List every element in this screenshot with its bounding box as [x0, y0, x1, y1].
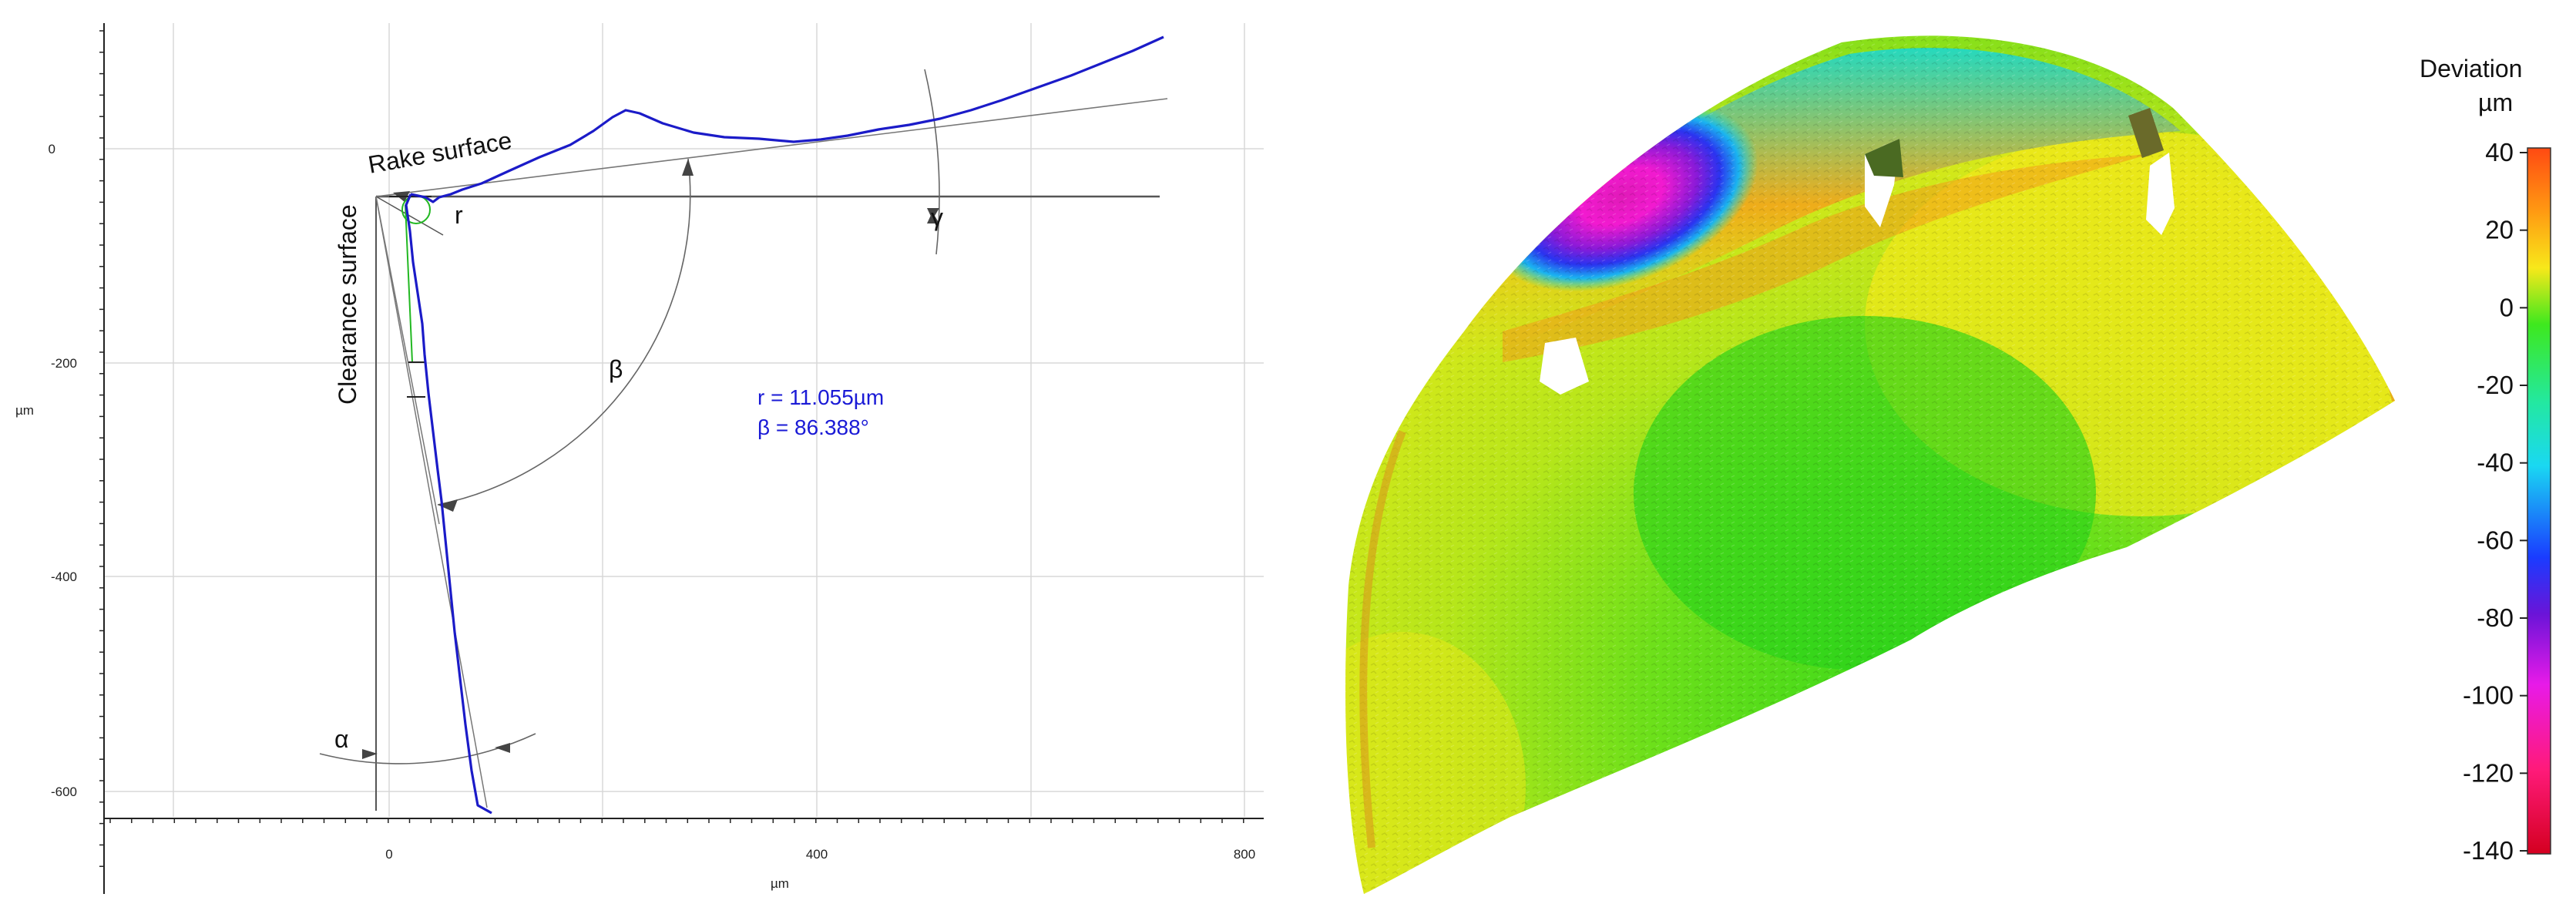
x-tick-label: 800 — [1234, 847, 1255, 862]
plot-axes — [99, 23, 1264, 894]
edge-profile-chart: 0 -200 -400 -600 0 400 800 µm µm — [15, 23, 1264, 894]
x-tick-labels: 0 400 800 — [385, 847, 1255, 862]
plot-grid — [104, 23, 1264, 817]
clearance-surface-label: Clearance surface — [334, 204, 361, 405]
y-tick-label: 0 — [49, 142, 55, 156]
legend-tick-label: -100 — [2463, 681, 2514, 710]
legend-tick-label: -20 — [2477, 371, 2514, 399]
surface-voids — [1540, 108, 2175, 395]
legend-ticks: 40 20 0 -20 -40 -60 -80 -100 -120 -140 — [2463, 138, 2527, 865]
angle-arrowheads — [362, 159, 939, 759]
legend-tick-label: -120 — [2463, 758, 2514, 787]
legend-tick-label: -140 — [2463, 836, 2514, 865]
x-axis-unit: µm — [771, 876, 789, 891]
y-tick-labels: 0 -200 -400 -600 — [49, 142, 77, 799]
y-tick-label: -600 — [51, 785, 77, 799]
y-axis-unit: µm — [15, 403, 34, 418]
legend-tick-label: -60 — [2477, 526, 2514, 554]
legend-tick-label: 20 — [2485, 216, 2514, 244]
x-tick-label: 0 — [385, 847, 392, 862]
reference-lines — [375, 98, 1168, 811]
radius-symbol: r — [455, 201, 463, 229]
x-tick-label: 400 — [806, 847, 828, 862]
beta-symbol: β — [609, 355, 623, 383]
legend-tick-label: 0 — [2500, 293, 2514, 321]
color-scale-bar — [2527, 147, 2551, 855]
legend-tick-label: 40 — [2485, 138, 2514, 166]
deviation-surface-map — [1345, 35, 2395, 895]
edge-radius-value: r = 11.055µm — [757, 385, 884, 409]
legend-title: Deviation — [2420, 55, 2522, 82]
gamma-symbol: γ — [931, 203, 943, 231]
alpha-symbol: α — [334, 725, 349, 753]
beta-arc — [437, 158, 691, 506]
measured-profile-line — [405, 35, 1164, 815]
legend-unit: µm — [2478, 89, 2513, 116]
legend-tick-label: -40 — [2477, 449, 2514, 477]
y-tick-label: -200 — [51, 356, 77, 371]
gamma-arc — [924, 69, 940, 255]
wedge-angle-value: β = 86.388° — [757, 415, 869, 439]
deviation-color-legend: Deviation µm 40 20 0 -20 -40 -60 -80 -100 -120 -1… — [2420, 55, 2551, 865]
y-tick-label: -400 — [51, 570, 77, 584]
rake-surface-label: Rake surface — [366, 126, 514, 179]
legend-tick-label: -80 — [2477, 603, 2514, 632]
